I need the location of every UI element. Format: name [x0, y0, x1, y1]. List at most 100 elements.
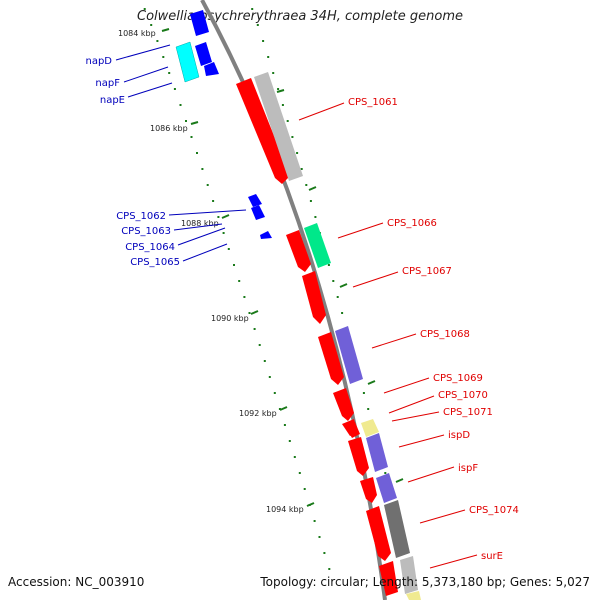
tick-label-1086: 1086 kbp [150, 124, 188, 133]
gene-label-ispD: ispD [448, 430, 470, 441]
gene-box-CPS_1063 [251, 205, 265, 220]
gc-dot [332, 280, 335, 282]
gene-label-ispF: ispF [458, 463, 478, 474]
gc-dot [300, 168, 303, 170]
gene-box-napE [204, 62, 219, 76]
gc-dot [143, 8, 146, 10]
gene-box-ispF-purple [376, 473, 397, 503]
gene-box-napD [175, 41, 200, 83]
gc-dot [185, 120, 187, 122]
gc-dot [212, 200, 215, 202]
gc-dot [190, 136, 193, 138]
gene-box-CPS_1067 [302, 271, 326, 324]
gc-dot [336, 296, 339, 298]
gene-box-ispD-purple [366, 433, 388, 472]
gc-dot [243, 296, 246, 298]
gene-label-CPS_1062: CPS_1062 [116, 211, 166, 222]
gc-dot [298, 472, 301, 474]
gc-dot [253, 328, 256, 330]
outer-features [236, 72, 421, 600]
tick-label-1088: 1088 kbp [181, 219, 219, 228]
gene-label-napE: napE [100, 95, 125, 106]
map-title: Colwellia psychrerythraea 34H, complete … [137, 9, 463, 24]
gene-label-napD: napD [85, 56, 112, 67]
gc-dot [323, 552, 326, 554]
gene-box-surE [379, 561, 398, 596]
gene-label-CPS_1064: CPS_1064 [125, 242, 175, 253]
gene-box-surE-yellow [406, 591, 421, 600]
gc-dot [262, 40, 265, 42]
gc-dot [162, 56, 165, 58]
gc-dot [238, 280, 241, 282]
right-leaders [298, 102, 478, 569]
gc-dot [168, 72, 171, 74]
gene-box-CPS_1066 [286, 230, 311, 272]
tick-label-1084: 1084 kbp [118, 29, 156, 38]
gene-box-CPS_1066-teal [304, 223, 331, 268]
gene-box-CPS_1061 [236, 78, 290, 184]
gc-dot [267, 56, 270, 58]
tick-label-1090: 1090 kbp [211, 314, 249, 323]
gene-box-ispD-yellow [361, 419, 379, 437]
gc-dot [293, 456, 296, 458]
gene-label-CPS_1070: CPS_1070 [438, 390, 488, 401]
gc-dot [328, 568, 331, 570]
gc-dot [283, 424, 286, 426]
gc-dot [251, 8, 254, 10]
gene-label-CPS_1074: CPS_1074 [469, 505, 519, 516]
gc-dot [233, 264, 235, 266]
inner-features [175, 10, 272, 239]
gc-dot [201, 168, 204, 170]
gc-dot [150, 24, 153, 26]
gc-dot [288, 440, 291, 442]
gc-dot [286, 120, 289, 122]
gene-box-CPS_1068-purple [335, 326, 363, 384]
gc-dot [367, 408, 370, 410]
gene-box-CPS_1069 [333, 388, 354, 421]
gc-dot [305, 184, 308, 186]
gc-dot [281, 104, 284, 106]
gc-dot [277, 88, 280, 90]
gc-dot [156, 40, 159, 42]
gc-dot [222, 232, 225, 234]
gc-dot [362, 392, 365, 394]
gene-label-CPS_1069: CPS_1069 [433, 373, 483, 384]
gene-label-CPS_1061: CPS_1061 [348, 97, 398, 108]
gc-dot [296, 152, 299, 154]
gene-box-CPS_1071 [345, 422, 360, 438]
gc-dot [206, 184, 209, 186]
gc-dot [258, 344, 261, 346]
gene-box-CPS_1061-gray [254, 72, 303, 181]
gc-dot [309, 200, 312, 202]
gene-box-ispD [348, 437, 369, 476]
gene-label-CPS_1067: CPS_1067 [402, 266, 452, 277]
gene-box-CPS_1068 [318, 332, 344, 385]
gene-box-CPS_1074 [366, 506, 391, 561]
gene-box-napF [195, 42, 212, 66]
tick-label-1092: 1092 kbp [239, 409, 277, 418]
gc-dot [179, 104, 182, 106]
gc-dot [313, 520, 316, 522]
gene-label-CPS_1066: CPS_1066 [387, 218, 437, 229]
gc-dot [318, 536, 321, 538]
tick-label-1094: 1094 kbp [266, 505, 304, 514]
gene-label-CPS_1068: CPS_1068 [420, 329, 470, 340]
gene-box-CPS_1065 [260, 231, 272, 239]
left-leaders [115, 44, 247, 262]
gc-dot [384, 472, 387, 474]
gc-dot [341, 312, 344, 314]
gc-dot [268, 376, 271, 378]
gene-label-CPS_1071: CPS_1071 [443, 407, 493, 418]
gc-dot [303, 488, 306, 490]
gene-box-ispF [360, 477, 377, 503]
accession-text: Accession: NC_003910 [8, 575, 145, 589]
gc-dot [173, 88, 176, 90]
gc-dot [227, 248, 230, 250]
gene-label-CPS_1063: CPS_1063 [121, 226, 171, 237]
gene-box-CPS_1062 [248, 194, 262, 207]
gene-label-CPS_1065: CPS_1065 [130, 257, 180, 268]
gc-dot [256, 24, 259, 26]
gene-box-CPS_1074-gray [384, 500, 410, 558]
gene-label-napF: napF [95, 78, 120, 89]
